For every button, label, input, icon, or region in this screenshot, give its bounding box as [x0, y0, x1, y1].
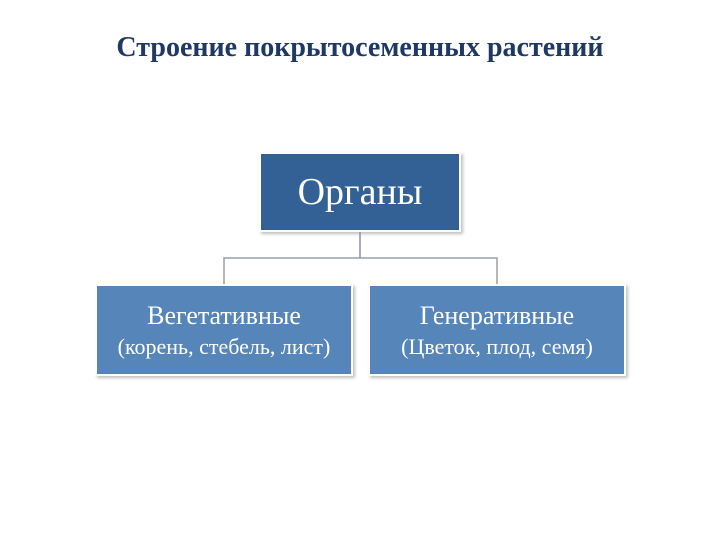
tree-child-node: Генеративные (Цветок, плод, семя) [368, 284, 626, 376]
title-text: Строение покрытосеменных растений [116, 32, 603, 63]
child-label-line2: (корень, стебель, лист) [118, 333, 331, 361]
child-label-line1: Генеративные [420, 300, 574, 333]
tree-child-node: Вегетативные (корень, стебель, лист) [95, 284, 353, 376]
root-label: Органы [298, 170, 423, 214]
child-label-line1: Вегетативные [147, 300, 301, 333]
child-label-line2: (Цветок, плод, семя) [401, 333, 593, 361]
page-title: Строение покрытосеменных растений [0, 32, 720, 64]
tree-connectors [0, 0, 720, 540]
tree-root-node: Органы [259, 152, 461, 232]
